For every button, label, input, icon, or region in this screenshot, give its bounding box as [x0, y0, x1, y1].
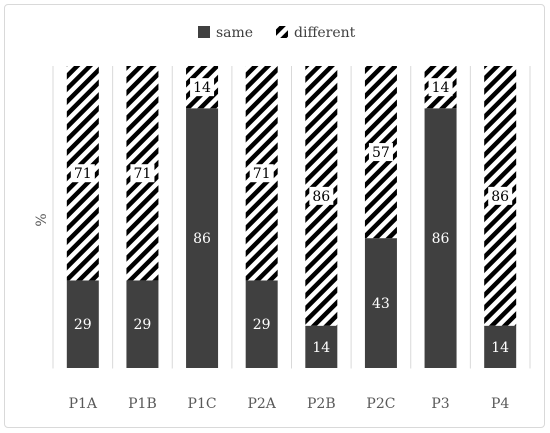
bar-same-p3: [424, 108, 457, 368]
legend-label-different: different: [294, 25, 356, 41]
data-label-different-p1b: 71: [134, 166, 152, 182]
data-label-same-p4: 14: [491, 340, 509, 356]
bar-same-p1a: [66, 280, 99, 368]
x-tick-label-p2b: P2B: [307, 396, 336, 412]
data-label-different-p2a: 71: [253, 166, 271, 182]
bar-same-p2a: [245, 280, 278, 368]
x-tick-label-p1c: P1C: [188, 396, 217, 412]
data-labels: 29 71 29 71 86 14 29 71 14 86 43 57 86 14 14 86: [70, 78, 513, 356]
x-tick-label-p3: P3: [431, 396, 449, 412]
bar-same-p2b: [305, 325, 338, 368]
data-label-box-different-p2a: [249, 164, 274, 183]
data-label-same-p3: 86: [432, 231, 450, 247]
data-label-box-different-p3: [428, 78, 453, 97]
chart-legend: same different: [198, 25, 356, 41]
bar-same-p1b: [126, 280, 159, 368]
y-axis-label: %: [34, 213, 50, 226]
data-label-box-different-p4: [488, 186, 513, 205]
x-tick-label-p1b: P1B: [128, 396, 157, 412]
data-label-box-different-p1a: [70, 164, 95, 183]
legend-swatch-different: [276, 26, 288, 38]
data-label-same-p1c: 86: [193, 231, 211, 247]
data-label-same-p2a: 29: [253, 317, 271, 333]
legend-label-same: same: [216, 25, 253, 41]
data-label-box-different-p2c: [368, 143, 393, 162]
data-label-different-p2b: 86: [312, 189, 330, 205]
data-label-different-p1c: 14: [193, 80, 211, 96]
data-label-same-p1b: 29: [134, 317, 152, 333]
x-tick-label-p1a: P1A: [69, 396, 98, 412]
data-label-box-different-p2b: [309, 186, 334, 205]
bar-same-p4: [484, 325, 517, 368]
x-tick-label-p4: P4: [491, 396, 509, 412]
data-label-box-different-p1b: [130, 164, 155, 183]
data-label-same-p2b: 14: [312, 340, 330, 356]
x-axis-tick-labels: P1A P1B P1C P2A P2B P2C P3 P4: [69, 396, 510, 412]
category-separators: [52, 66, 531, 369]
data-label-box-different-p1c: [190, 78, 215, 97]
data-label-same-p1a: 29: [74, 317, 92, 333]
data-label-different-p4: 86: [491, 189, 509, 205]
legend-swatch-same: [198, 26, 210, 38]
x-tick-label-p2a: P2A: [247, 396, 276, 412]
data-label-different-p1a: 71: [74, 166, 92, 182]
data-label-different-p3: 14: [432, 80, 450, 96]
x-tick-label-p2c: P2C: [366, 396, 395, 412]
data-label-different-p2c: 57: [372, 145, 390, 161]
data-label-same-p2c: 43: [372, 296, 390, 312]
bar-same-p1c: [186, 108, 219, 368]
bar-same-p2c: [364, 238, 397, 368]
